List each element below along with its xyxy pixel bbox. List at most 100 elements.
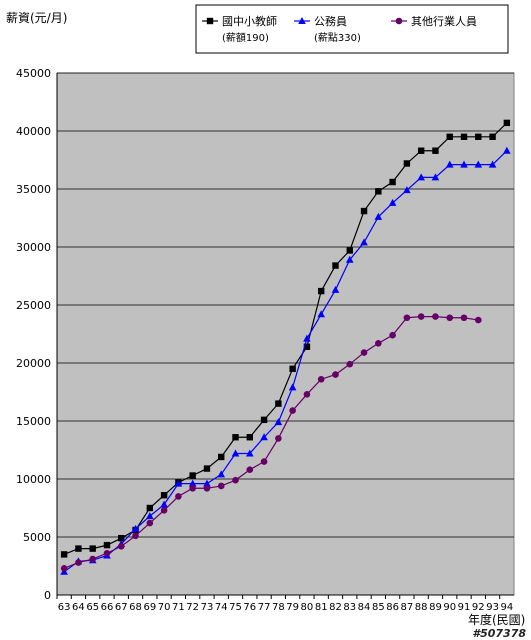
data-point-circle bbox=[160, 507, 168, 514]
data-point-circle bbox=[332, 371, 339, 378]
data-point-circle bbox=[474, 316, 482, 324]
legend-item-1: 公務員 (薪點330) bbox=[294, 14, 361, 44]
y-axis: 0 5000 10000 15000 20000 25000 30000 35000 40000… bbox=[16, 67, 58, 602]
x-tick-label: 79 bbox=[286, 602, 299, 613]
gridlines bbox=[57, 72, 514, 538]
data-point-triangle bbox=[317, 310, 326, 318]
data-point-square bbox=[260, 416, 268, 424]
x-tick-label: 85 bbox=[372, 602, 385, 613]
series-2 bbox=[60, 313, 482, 572]
legend: 國中小教師 (薪額190) 公務員 (薪點330) 其他行業人員 bbox=[195, 4, 509, 54]
x-tick-label: 74 bbox=[215, 602, 228, 613]
data-point-triangle bbox=[403, 186, 411, 194]
data-point-circle bbox=[60, 565, 68, 572]
data-point-circle bbox=[189, 484, 196, 492]
x-tick-label: 87 bbox=[401, 602, 414, 613]
data-point-circle bbox=[103, 549, 111, 557]
data-point-circle bbox=[317, 375, 325, 383]
data-point-circle bbox=[360, 349, 368, 356]
data-point-triangle bbox=[131, 524, 140, 532]
data-point-triangle bbox=[417, 173, 425, 181]
data-point-circle bbox=[75, 559, 82, 566]
data-point-square bbox=[189, 472, 196, 479]
data-point-circle bbox=[432, 313, 439, 320]
plot-area bbox=[56, 72, 515, 596]
data-point-square bbox=[206, 17, 214, 25]
y-tick-label: 15000 bbox=[16, 415, 51, 428]
x-tick-label: 65 bbox=[86, 602, 99, 613]
data-point-square bbox=[118, 534, 125, 542]
data-point-square bbox=[218, 453, 225, 461]
data-point-circle bbox=[395, 17, 403, 25]
x-tick-label: 81 bbox=[315, 602, 328, 613]
data-point-triangle bbox=[160, 500, 168, 508]
x-tick-label: 93 bbox=[486, 602, 499, 613]
data-point-triangle bbox=[460, 160, 468, 168]
data-point-square bbox=[232, 434, 239, 441]
data-point-square bbox=[403, 160, 411, 167]
data-point-square bbox=[332, 262, 339, 269]
data-point-circle bbox=[460, 314, 468, 322]
data-point-square bbox=[89, 545, 96, 552]
y-tick-label: 10000 bbox=[16, 473, 51, 486]
data-point-triangle bbox=[445, 160, 454, 168]
data-point-square bbox=[432, 147, 439, 154]
x-tick-label: 69 bbox=[143, 602, 156, 613]
x-tick-label: 70 bbox=[158, 602, 171, 613]
legend-sublabel: (薪點330) bbox=[314, 31, 361, 44]
x-tick-label: 92 bbox=[472, 602, 485, 613]
data-point-square bbox=[475, 133, 482, 140]
data-point-square bbox=[360, 207, 368, 215]
x-tick-label: 91 bbox=[458, 602, 471, 613]
data-point-square bbox=[503, 119, 511, 127]
y-tick-label: 25000 bbox=[16, 299, 51, 312]
x-tick-label: 94 bbox=[500, 602, 513, 613]
x-tick-label: 72 bbox=[186, 602, 199, 613]
data-point-circle bbox=[217, 482, 225, 490]
legend-label: 其他行業人員 bbox=[411, 15, 477, 28]
series-line bbox=[63, 150, 508, 573]
x-axis: 63 64 65 66 67 68 69 70 71 72 73 74 75 76 77 78 79 80 81 82… bbox=[56, 594, 514, 613]
data-point-circle bbox=[275, 435, 282, 442]
x-tick-label: 68 bbox=[129, 602, 142, 613]
data-point-circle bbox=[232, 476, 239, 484]
data-point-square bbox=[303, 343, 311, 350]
data-point-circle bbox=[446, 314, 454, 322]
data-point-square bbox=[489, 133, 496, 140]
y-tick-label: 0 bbox=[44, 589, 51, 602]
series-group bbox=[60, 119, 511, 575]
data-point-square bbox=[460, 133, 468, 140]
data-point-triangle bbox=[217, 470, 226, 478]
y-tick-label: 20000 bbox=[16, 357, 51, 370]
legend-sublabel: (薪額190) bbox=[222, 31, 269, 44]
x-tick-label: 78 bbox=[272, 602, 285, 613]
data-point-triangle bbox=[174, 479, 183, 487]
x-tick-label: 80 bbox=[301, 602, 314, 613]
data-point-square bbox=[275, 400, 282, 407]
legend-item-0: 國中小教師 (薪額190) bbox=[202, 15, 277, 44]
data-point-square bbox=[60, 551, 68, 558]
legend-label: 公務員 bbox=[314, 14, 347, 28]
data-point-circle bbox=[146, 519, 154, 527]
data-point-circle bbox=[289, 407, 296, 414]
data-point-square bbox=[103, 541, 111, 549]
x-tick-label: 88 bbox=[415, 602, 428, 613]
data-point-circle bbox=[417, 313, 425, 320]
data-point-triangle bbox=[360, 238, 368, 246]
data-point-circle bbox=[375, 339, 382, 347]
data-point-square bbox=[289, 365, 296, 372]
data-point-square bbox=[375, 188, 382, 195]
data-point-triangle bbox=[188, 479, 197, 487]
x-tick-label: 77 bbox=[258, 602, 271, 613]
legend-item-2: 其他行業人員 bbox=[391, 15, 477, 28]
x-tick-label: 89 bbox=[429, 602, 442, 613]
data-point-square bbox=[417, 147, 425, 154]
data-point-triangle bbox=[231, 449, 240, 457]
y-tick-label: 35000 bbox=[16, 183, 51, 196]
data-point-square bbox=[446, 133, 453, 140]
data-point-square bbox=[389, 178, 396, 186]
data-point-triangle bbox=[474, 160, 483, 168]
data-point-triangle bbox=[274, 418, 283, 426]
legend-label: 國中小教師 bbox=[222, 15, 277, 28]
